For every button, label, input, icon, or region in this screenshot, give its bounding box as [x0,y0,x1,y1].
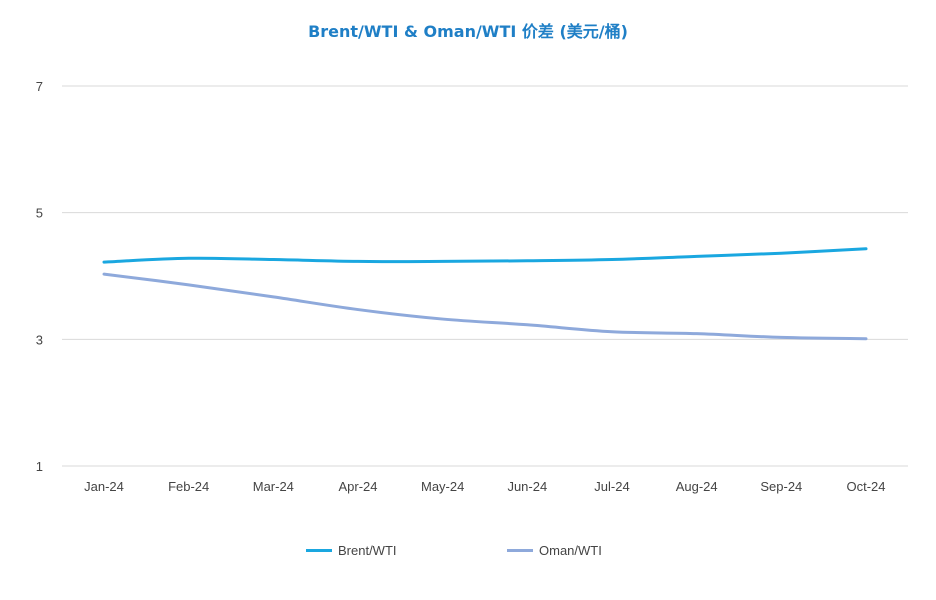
x-tick-label: Feb-24 [168,479,209,494]
x-tick-label: Jul-24 [594,479,629,494]
y-axis-ticks: 1 3 5 7 [36,79,43,474]
legend-label-oman-wti: Oman/WTI [539,543,602,558]
x-tick-label: Jun-24 [507,479,547,494]
y-tick-label: 3 [36,332,43,347]
x-tick-label: Jan-24 [84,479,124,494]
x-tick-label: Apr-24 [338,479,377,494]
chart-title: Brent/WTI & Oman/WTI 价差 (美元/桶) [308,22,628,41]
legend-swatch-oman-wti [507,549,533,552]
legend-swatch-brent-wti [306,549,332,552]
x-tick-label: Oct-24 [846,479,885,494]
x-tick-label: Aug-24 [676,479,718,494]
x-tick-label: Sep-24 [760,479,802,494]
series-line-brent-wti [102,247,868,264]
x-tick-label: May-24 [421,479,464,494]
y-tick-label: 7 [36,79,43,94]
series-line-oman-wti [102,272,868,341]
legend-label-brent-wti: Brent/WTI [338,543,397,558]
y-tick-label: 1 [36,459,43,474]
legend-item-oman-wti: Oman/WTI [507,543,602,558]
x-axis-ticks: Jan-24 Feb-24 Mar-24 Apr-24 May-24 Jun-24 Jul-… [84,479,885,494]
legend-item-brent-wti: Brent/WTI [306,543,397,558]
gridlines [62,85,908,467]
x-tick-label: Mar-24 [253,479,294,494]
y-tick-label: 5 [36,206,43,221]
series-lines [102,247,868,341]
